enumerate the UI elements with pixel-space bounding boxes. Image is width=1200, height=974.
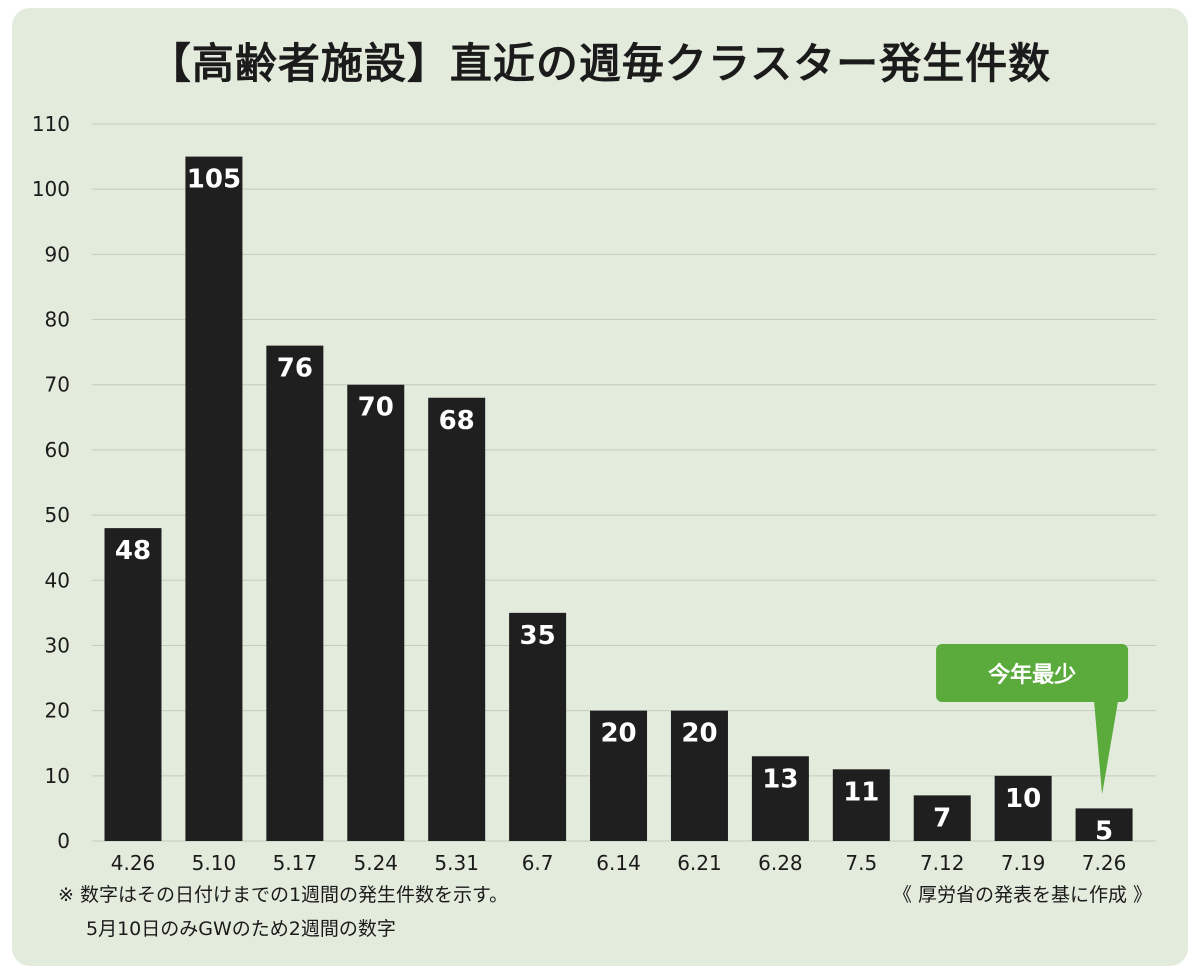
callout-box [936,644,1129,702]
x-tick-label: 7.5 [845,851,877,875]
x-tick-label: 7.26 [1082,851,1127,875]
y-tick-label: 20 [45,699,70,723]
callout-pointer [1094,701,1119,795]
y-tick-label: 30 [45,633,70,657]
y-tick-label: 110 [32,112,70,136]
bar-value-label: 7 [933,803,951,833]
bar [185,156,243,841]
bar [590,710,648,841]
x-tick-label: 4.26 [111,851,156,875]
bar-value-label: 35 [520,621,556,651]
bar-value-label: 20 [600,719,636,749]
footnote-gw: 5月10日のみGWのため2週間の数字 [86,918,396,940]
bar [428,397,486,841]
y-tick-label: 100 [32,177,70,201]
y-tick-label: 50 [45,503,70,527]
bar-value-label: 11 [843,777,879,807]
bar [266,345,324,841]
bar [913,795,971,841]
x-tick-label: 5.24 [354,851,399,875]
bar [347,384,405,841]
bar [104,528,162,841]
y-tick-label: 70 [45,373,70,397]
bar [994,775,1052,841]
y-tick-label: 80 [45,308,70,332]
x-tick-label: 6.21 [677,851,722,875]
x-tick-label: 7.19 [1001,851,1046,875]
bar [670,710,728,841]
bar-value-label: 76 [277,354,313,384]
callout-label: 今年最少 [988,662,1076,688]
x-tick-label: 6.14 [596,851,641,875]
bar-value-label: 48 [115,536,151,566]
bar [751,756,809,841]
bar-value-label: 68 [439,406,475,436]
y-tick-label: 0 [57,829,70,853]
bar-value-label: 13 [762,764,798,794]
x-tick-label: 7.12 [920,851,965,875]
y-tick-label: 90 [45,242,70,266]
chart-title: 【高齢者施設】直近の週毎クラスター発生件数 [148,39,1052,88]
bar-value-label: 105 [187,165,241,195]
x-tick-label: 6.7 [522,851,554,875]
x-tick-label: 6.28 [758,851,803,875]
bar-value-label: 20 [681,719,717,749]
bar-value-label: 5 [1095,816,1113,846]
x-tick-label: 5.31 [434,851,479,875]
bar-value-label: 70 [358,393,394,423]
bar [832,769,890,841]
y-tick-label: 60 [45,438,70,462]
bar [509,612,567,841]
bar [1075,808,1133,841]
y-tick-label: 40 [45,568,70,592]
y-tick-label: 10 [45,764,70,788]
footnote-definition: ※ 数字はその日付けまでの1週間の発生件数を示す。 [58,884,509,906]
source-note: 《 厚労省の発表を基に作成 》 [892,884,1152,906]
x-tick-label: 5.10 [192,851,237,875]
bar-value-label: 10 [1005,784,1041,814]
x-tick-label: 5.17 [273,851,318,875]
